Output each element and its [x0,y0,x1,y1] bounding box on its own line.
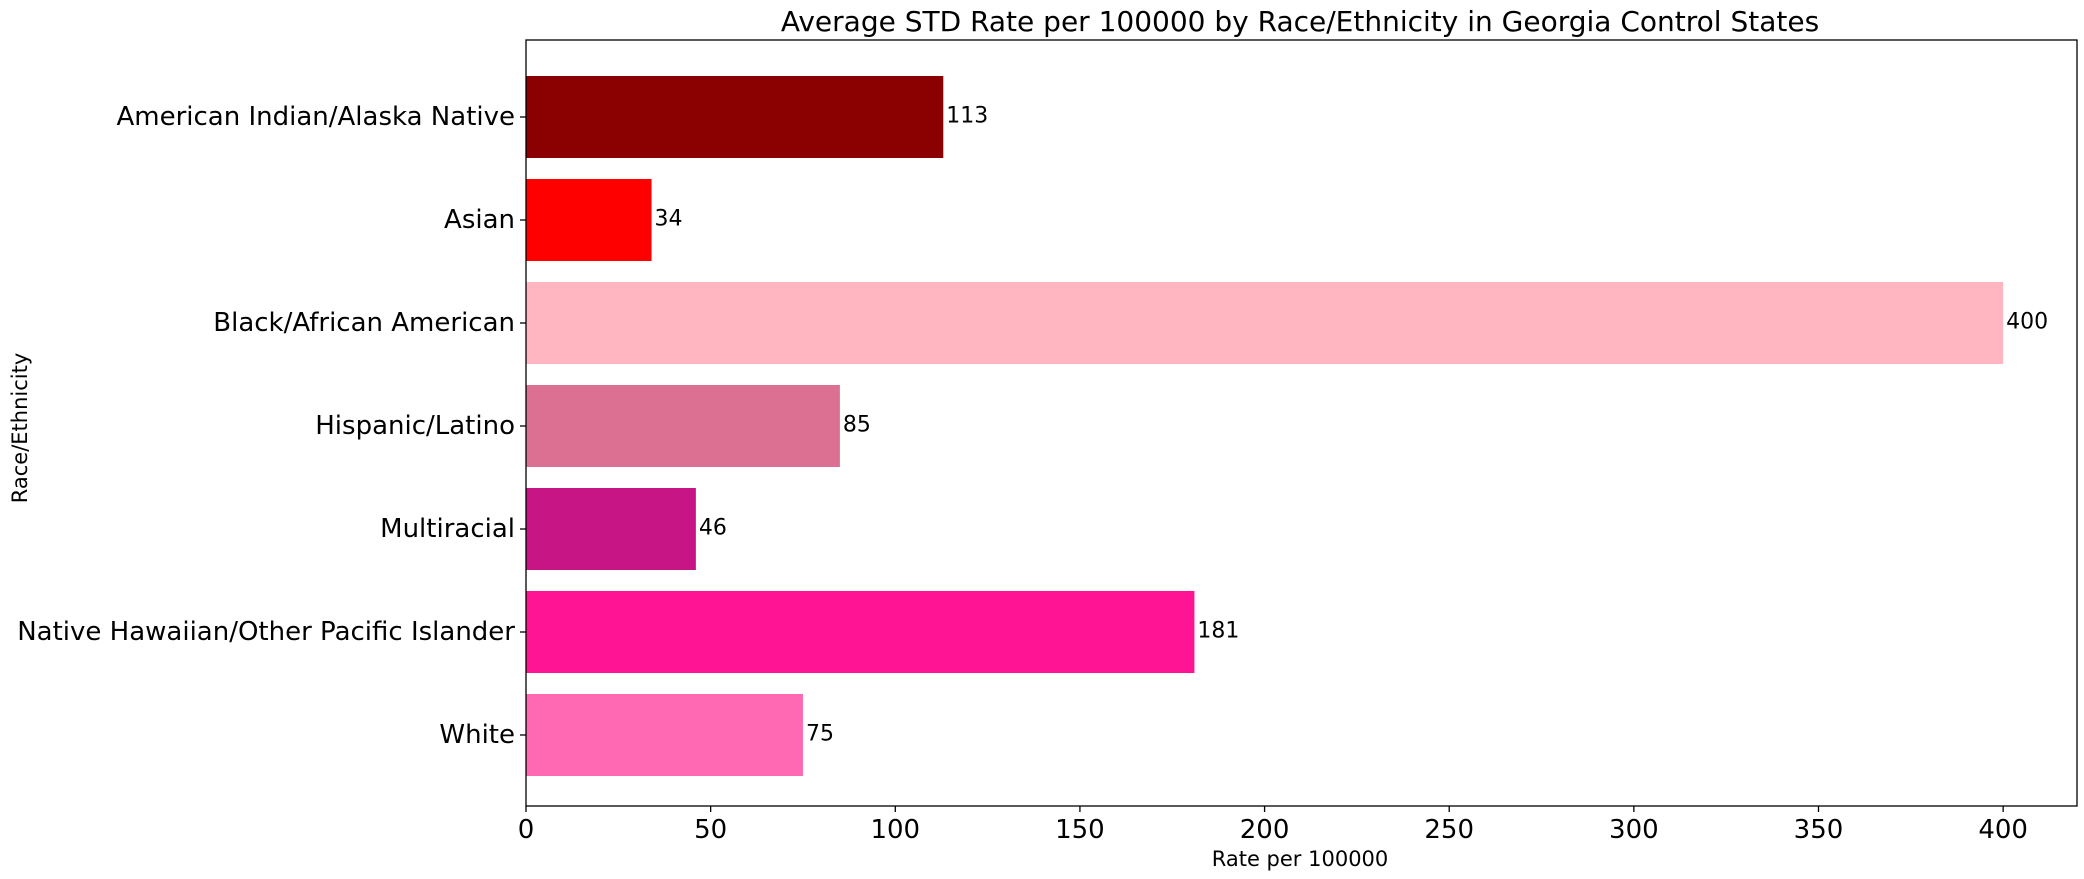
x-axis: 0 50 100 150 200 250 300 350 400 [518,806,2028,845]
y-tick-label: American Indian/Alaska Native [116,102,515,132]
plot-frame [525,39,2078,807]
y-tick-label: Multiracial [380,514,515,544]
y-axis: American Indian/Alaska Native Asian Black/… [17,102,526,750]
chart-title: Average STD Rate per 100000 by Race/Ethn… [781,5,1819,38]
data-labels-group: 113 34 400 85 46 181 75 [655,104,2049,747]
y-tick-label: Native Hawaiian/Other Pacific Islander [17,617,515,647]
y-tick-label: Hispanic/Latino [315,411,515,441]
data-label: 46 [699,516,727,541]
plot-area: 113 34 400 85 46 181 75 [525,39,2078,807]
bar-1 [526,179,652,261]
bar-2 [526,282,2004,364]
data-label: 400 [2006,310,2048,335]
y-tick-label: Asian [444,205,515,235]
x-tick-label: 100 [870,815,920,845]
bar-6 [526,694,803,776]
x-tick-label: 50 [694,815,727,845]
x-tick-label: 400 [1978,815,2028,845]
data-label: 75 [806,722,834,747]
data-label: 34 [655,207,683,232]
y-tick-label: White [439,720,515,750]
x-tick-label: 200 [1240,815,1290,845]
data-label: 181 [1197,619,1239,644]
x-tick-label: 300 [1609,815,1659,845]
x-tick-label: 0 [518,815,535,845]
bar-0 [526,76,944,158]
x-tick-label: 350 [1794,815,1844,845]
data-label: 113 [946,104,988,129]
y-axis-label: Race/Ethnicity [8,353,32,504]
data-label: 85 [843,413,871,438]
bar-5 [526,591,1195,673]
bar-3 [526,385,840,467]
x-tick-label: 250 [1424,815,1474,845]
bar-4 [526,488,696,570]
x-axis-label: Rate per 100000 [1212,847,1389,871]
x-tick-label: 150 [1055,815,1105,845]
bars-group [526,76,2004,776]
y-tick-label: Black/African American [213,308,515,338]
